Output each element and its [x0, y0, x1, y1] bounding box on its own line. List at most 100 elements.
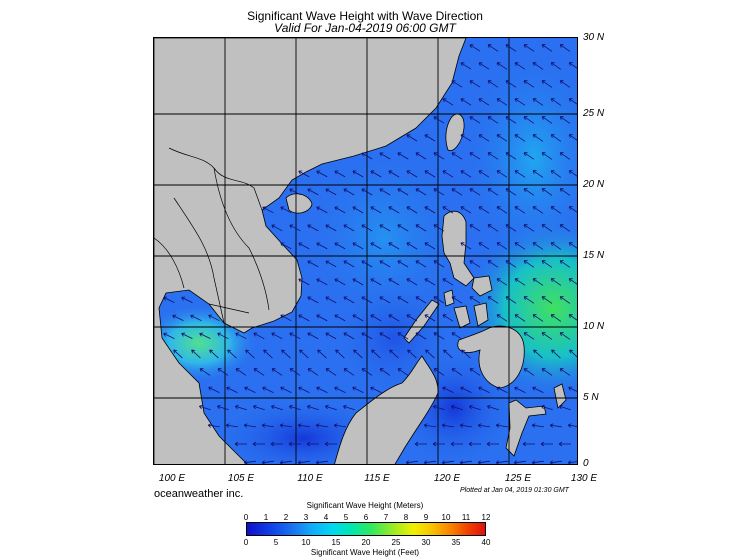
wave-arrow	[468, 441, 481, 447]
wave-arrow	[559, 224, 571, 232]
wave-arrow	[559, 332, 571, 340]
tick-feet: 0	[243, 538, 249, 547]
wave-arrow	[379, 188, 391, 196]
wave-arrow	[532, 242, 544, 250]
wave-arrow	[433, 224, 445, 232]
lat-label-25n: 25 N	[583, 108, 605, 119]
wave-arrow	[263, 349, 273, 359]
wave-arrow	[316, 170, 328, 178]
wave-arrow	[559, 80, 571, 88]
wave-arrow	[495, 423, 508, 428]
wave-arrow	[335, 349, 345, 359]
tick-meters: 9	[423, 513, 429, 522]
lat-lon-grid	[154, 38, 577, 464]
wave-arrow	[487, 260, 499, 268]
wave-arrow	[451, 332, 463, 340]
wave-arrow	[478, 206, 490, 214]
wave-arrow	[181, 332, 193, 339]
tick-meters: 5	[343, 513, 349, 522]
tick-meters: 1	[263, 513, 269, 522]
wave-arrow	[415, 224, 427, 232]
wave-arrow	[334, 278, 346, 286]
wave-arrow	[505, 260, 517, 268]
tick-meters: 8	[403, 513, 409, 522]
wave-arrow	[541, 44, 553, 52]
wave-arrow	[523, 152, 535, 160]
wave-arrow	[505, 224, 517, 232]
wave-arrow	[315, 460, 328, 464]
wave-arrow	[379, 260, 391, 268]
wave-arrow	[568, 134, 577, 141]
wave-arrow	[163, 332, 175, 339]
wave-arrow	[469, 296, 481, 304]
wave-map	[153, 37, 578, 465]
wave-arrow	[532, 278, 544, 286]
wave-arrow	[279, 460, 292, 464]
wave-arrow	[252, 404, 265, 411]
wave-arrow	[568, 206, 577, 213]
wave-arrow	[550, 62, 562, 70]
wave-arrow	[532, 134, 544, 142]
palawan-island	[403, 299, 440, 344]
wave-arrow	[352, 206, 364, 214]
wave-arrow	[370, 206, 382, 214]
wave-arrow	[541, 332, 553, 340]
wave-arrow	[262, 386, 274, 393]
wave-arrow	[478, 62, 490, 70]
wave-arrow	[443, 349, 453, 359]
wave-arrow	[424, 314, 436, 322]
wave-arrow	[208, 386, 220, 393]
wave-arrow	[207, 423, 220, 428]
wave-arrow	[541, 224, 553, 232]
wave-arrow	[289, 224, 301, 232]
wave-arrow	[461, 349, 471, 359]
wave-arrow	[569, 349, 577, 358]
wave-arrow	[173, 349, 183, 359]
wave-arrow	[460, 242, 472, 250]
wave-arrow	[388, 206, 400, 214]
wave-arrow	[397, 152, 409, 160]
tick-meters: 12	[481, 513, 491, 522]
wave-arrow	[371, 349, 381, 359]
colorbar-title-meters: Significant Wave Height (Meters)	[306, 501, 424, 510]
wave-arrow	[208, 314, 220, 322]
lat-label-15n: 15 N	[583, 250, 605, 261]
wave-arrow	[423, 423, 436, 428]
wave-arrow	[451, 368, 463, 376]
wave-arrow	[568, 62, 577, 69]
wave-arrow	[551, 349, 561, 359]
wave-arrow	[540, 441, 553, 447]
wave-arrow	[523, 224, 535, 232]
wave-arrow	[298, 386, 310, 393]
wave-arrow	[163, 296, 175, 303]
wave-arrow	[432, 441, 445, 447]
wave-arrow	[388, 170, 400, 178]
wave-arrow	[361, 332, 373, 340]
wave-arrow	[244, 386, 256, 393]
wave-arrow	[306, 441, 319, 447]
wave-arrow	[469, 260, 481, 268]
wave-arrow	[298, 314, 310, 322]
wave-arrow	[325, 368, 337, 376]
wave-arrow	[270, 441, 283, 447]
wave-arrow	[388, 278, 400, 286]
wave-arrow	[353, 349, 363, 359]
wave-arrow	[297, 423, 310, 428]
wave-arrow	[451, 188, 463, 196]
wave-arrow	[289, 332, 301, 340]
wave-arrow	[253, 332, 265, 340]
wave-arrow	[271, 332, 283, 340]
wave-arrow	[487, 80, 499, 88]
wave-arrow	[316, 278, 328, 286]
wave-arrow	[226, 386, 238, 393]
wave-arrow	[423, 460, 436, 464]
wave-arrow	[424, 134, 436, 142]
wave-arrow	[495, 460, 508, 464]
wave-arrow	[549, 423, 562, 428]
wave-arrow	[487, 152, 499, 160]
wave-arrow	[523, 260, 535, 268]
wave-arrow	[469, 80, 481, 88]
wave-arrow	[343, 296, 355, 304]
wave-arrow	[280, 314, 292, 322]
wave-arrow	[541, 296, 553, 304]
